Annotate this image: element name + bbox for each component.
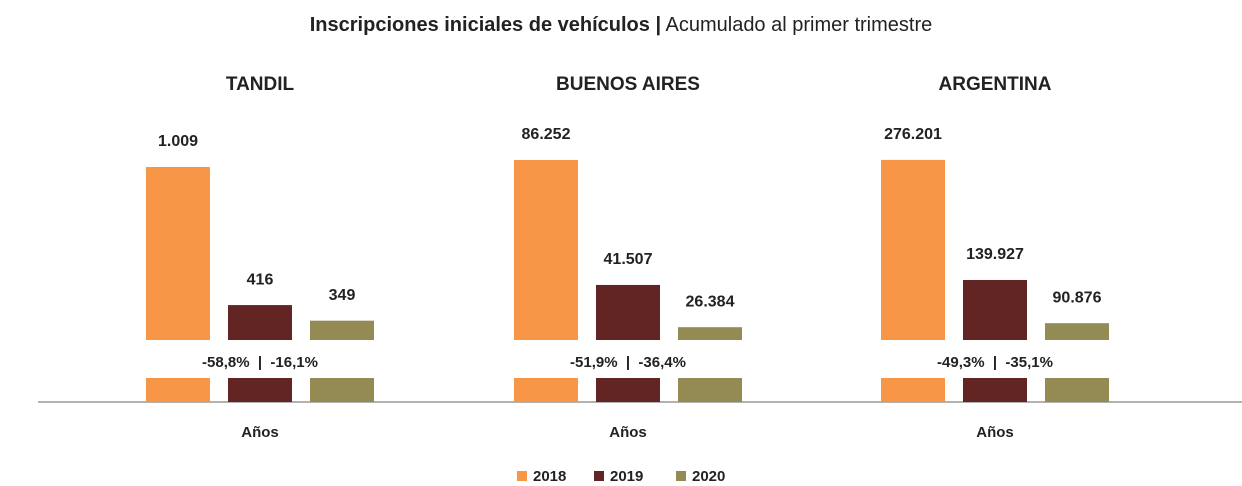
- bar: [596, 284, 660, 340]
- bar-base: [881, 378, 945, 402]
- value-label: 416: [247, 271, 274, 288]
- bar-base: [514, 378, 578, 402]
- value-label: 86.252: [522, 126, 571, 143]
- legend-label: 2019: [610, 468, 643, 485]
- legend-label: 2020: [692, 468, 725, 485]
- value-label: 41.507: [604, 251, 653, 268]
- value-label: 1.009: [158, 133, 198, 150]
- bar-base: [228, 378, 292, 402]
- panel-title: ARGENTINA: [939, 74, 1052, 95]
- chart-title: Inscripciones iniciales de vehículos | A…: [310, 14, 933, 36]
- bar: [678, 327, 742, 340]
- bar-base: [678, 378, 742, 402]
- bar: [1045, 323, 1109, 340]
- bar: [514, 159, 578, 340]
- bar: [881, 159, 945, 340]
- title: Inscripciones iniciales de vehículos |: [310, 14, 661, 36]
- panel-title: TANDIL: [226, 74, 295, 95]
- legend-swatch: [676, 471, 686, 481]
- x-tick-label: Años: [609, 424, 647, 441]
- value-label: 90.876: [1053, 289, 1102, 306]
- legend-swatch: [517, 471, 527, 481]
- bar-base: [963, 378, 1027, 402]
- bar-base: [1045, 378, 1109, 402]
- bar: [310, 320, 374, 340]
- subtitle: Acumulado al primer trimestre: [666, 14, 933, 36]
- legend-swatch: [594, 471, 604, 481]
- x-tick-label: Años: [976, 424, 1014, 441]
- annotation: -51,9% | -36,4%: [570, 354, 686, 371]
- annotation: -49,3% | -35,1%: [937, 354, 1053, 371]
- x-tick-label: Años: [241, 424, 279, 441]
- bar-base: [146, 378, 210, 402]
- value-label: 276.201: [884, 126, 942, 143]
- bar: [963, 279, 1027, 340]
- legend-label: 2018: [533, 468, 566, 485]
- bar-base: [596, 378, 660, 402]
- bar-base: [310, 378, 374, 402]
- bar: [146, 167, 210, 340]
- annotation: -58,8% | -16,1%: [202, 354, 318, 371]
- value-label: 139.927: [966, 246, 1024, 263]
- panel-title: BUENOS AIRES: [556, 74, 700, 95]
- value-label: 26.384: [686, 293, 735, 310]
- value-label: 349: [329, 287, 356, 304]
- bar: [228, 305, 292, 340]
